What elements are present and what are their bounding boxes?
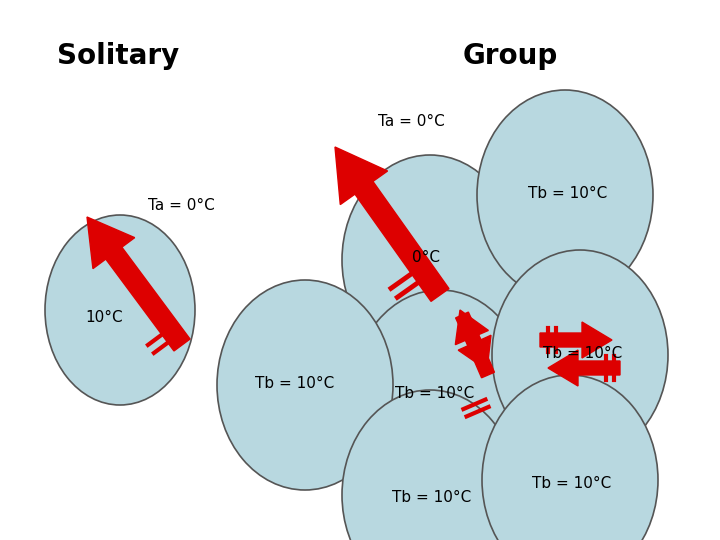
Text: Tb = 10°C: Tb = 10°C	[392, 490, 472, 505]
FancyArrow shape	[540, 322, 612, 358]
Text: Ta = 0°C: Ta = 0°C	[148, 198, 215, 213]
FancyArrow shape	[335, 147, 449, 301]
Ellipse shape	[492, 250, 668, 460]
Text: Tb = 10°C: Tb = 10°C	[395, 386, 474, 401]
Text: 10°C: 10°C	[85, 310, 122, 326]
Text: Group: Group	[462, 42, 557, 70]
FancyArrow shape	[548, 350, 620, 386]
Ellipse shape	[342, 390, 518, 540]
FancyArrow shape	[455, 310, 495, 378]
Ellipse shape	[477, 90, 653, 300]
Text: Ta = 0°C: Ta = 0°C	[378, 114, 445, 130]
Text: Tb = 10°C: Tb = 10°C	[532, 476, 611, 490]
Text: 0°C: 0°C	[412, 251, 440, 266]
Ellipse shape	[352, 290, 528, 500]
Text: Tb = 10°C: Tb = 10°C	[543, 346, 622, 361]
Text: Tb = 10°C: Tb = 10°C	[255, 375, 334, 390]
Ellipse shape	[45, 215, 195, 405]
Text: Tb = 10°C: Tb = 10°C	[528, 186, 607, 200]
Ellipse shape	[217, 280, 393, 490]
Ellipse shape	[482, 375, 658, 540]
Ellipse shape	[342, 155, 518, 365]
Text: Solitary: Solitary	[57, 42, 179, 70]
FancyArrow shape	[87, 217, 190, 351]
FancyArrow shape	[456, 312, 491, 370]
